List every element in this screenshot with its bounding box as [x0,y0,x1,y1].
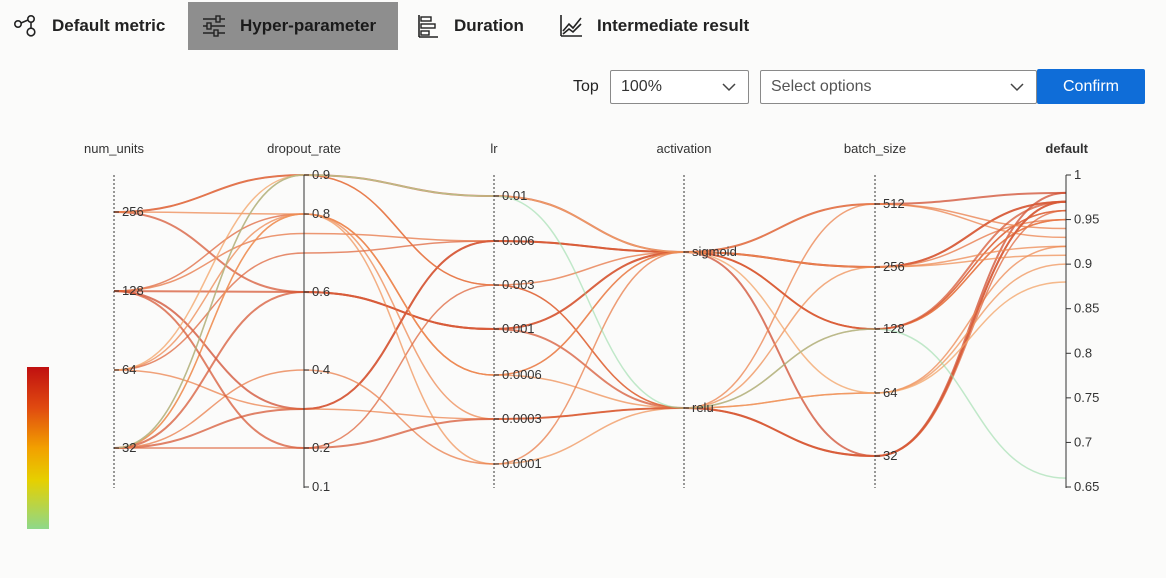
tick-label: 256 [883,259,905,274]
options-placeholder: Select options [771,78,872,95]
trial-line[interactable] [113,200,1067,449]
tick-label: 0.0003 [502,411,542,426]
tick-label: sigmoid [692,244,737,259]
tab-label: Default metric [52,16,166,35]
tab-label: Hyper-parameter [240,16,377,35]
tick-label: 0.7 [1074,434,1092,449]
axis-title-lr: lr [490,141,498,156]
tick-label: 64 [883,385,897,400]
tick-label: 0.1 [312,479,330,494]
axis-title-num-units: num_units [84,141,144,156]
tick-label: 0.95 [1074,212,1099,227]
tick-label: 0.9 [312,167,330,182]
top-label: Top [573,78,599,95]
trial-line[interactable] [113,211,1067,376]
axis-title-default: default [1045,141,1088,156]
tab-label: Duration [454,16,524,35]
chevron-down-icon [1010,80,1024,99]
tick-label: 0.6 [312,284,330,299]
tick-label: 0.8 [312,206,330,221]
tick-label: 0.001 [502,321,535,336]
tick-label: 0.8 [1074,345,1092,360]
tab-bar: Default metric Hyper-parameter Duration … [0,0,1166,52]
tab-intermediate-result[interactable]: Intermediate result [545,2,780,50]
tick-label: relu [692,400,714,415]
chevron-down-icon [722,80,736,99]
tick-label: 128 [122,283,144,298]
tick-label: 0.2 [312,440,330,455]
line-chart-icon [557,12,585,40]
sliders-icon [200,12,228,40]
tick-label: 0.4 [312,362,330,377]
tick-label: 0.01 [502,188,527,203]
axis-title-batch-size: batch_size [844,141,906,156]
trial-line[interactable] [113,174,1067,394]
trial-line[interactable] [113,200,1067,449]
tab-duration[interactable]: Duration [402,2,542,50]
tick-label: 0.75 [1074,390,1099,405]
top-percent-select[interactable]: 100% [610,70,749,104]
tick-label: 0.006 [502,233,535,248]
tick-label: 0.0001 [502,456,542,471]
node-graph-icon [12,12,40,40]
bar-list-icon [414,12,442,40]
options-select[interactable]: Select options [760,70,1037,104]
tab-default-metric[interactable]: Default metric [0,2,185,50]
tick-label: 0.003 [502,277,535,292]
tick-label: 1 [1074,167,1081,182]
trial-line[interactable] [113,174,1067,479]
tick-label: 32 [122,440,136,455]
tab-label: Intermediate result [597,16,750,35]
tick-label: 0.9 [1074,256,1092,271]
tick-label: 0.0006 [502,367,542,382]
tick-label: 0.65 [1074,479,1099,494]
tab-hyper-parameter[interactable]: Hyper-parameter [188,2,398,50]
tick-label: 32 [883,448,897,463]
tick-label: 256 [122,204,144,219]
tick-label: 512 [883,196,905,211]
trial-line[interactable] [113,200,1067,458]
trial-line[interactable] [113,203,1067,465]
axis-title-activation: activation [657,141,712,156]
tick-label: 0.85 [1074,301,1099,316]
axis-title-dropout-rate: dropout_rate [267,141,341,156]
trial-line[interactable] [113,209,1067,376]
tick-label: 64 [122,362,136,377]
confirm-button[interactable]: Confirm [1037,69,1145,104]
color-scale-legend [27,367,49,529]
tick-label: 128 [883,321,905,336]
trial-line[interactable] [113,191,1067,458]
top-percent-value: 100% [621,78,662,95]
